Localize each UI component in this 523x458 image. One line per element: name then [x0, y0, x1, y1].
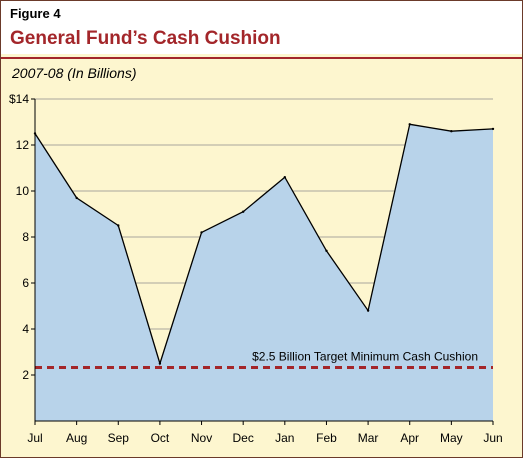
- y-tick-labels: 2 4 6 8 10 12 $14: [9, 92, 35, 382]
- data-point-jun: [491, 127, 495, 131]
- x-tick-label-nov: Nov: [191, 431, 212, 445]
- x-tick-label-dec: Dec: [233, 431, 254, 445]
- data-point-may: [450, 130, 453, 133]
- figure-subtitle: 2007-08 (In Billions): [12, 65, 137, 81]
- x-tick-labels: Jul Aug Sep Oct Nov Dec Jan Feb Mar Apr May Jun: [27, 421, 503, 445]
- x-tick-label-may: May: [440, 431, 463, 445]
- data-point-sep: [117, 224, 120, 227]
- y-tick-label: 8: [22, 230, 29, 244]
- cash-cushion-line: [34, 123, 494, 366]
- figure-header: Figure 4 General Fund’s Cash Cushion: [1, 1, 522, 54]
- y-tick-label: 10: [16, 184, 30, 198]
- figure-title: General Fund’s Cash Cushion: [10, 28, 281, 49]
- x-tick-label-sep: Sep: [108, 431, 130, 445]
- data-point-oct: [158, 362, 162, 365]
- y-tick-label: 2: [22, 368, 29, 382]
- x-tick-label-jan: Jan: [275, 431, 294, 445]
- data-point-nov: [200, 231, 203, 234]
- x-tick-label-jun: Jun: [483, 431, 502, 445]
- target-threshold-label: $2.5 Billion Target Minimum Cash Cushion: [252, 350, 478, 364]
- y-tick-label: 6: [22, 276, 29, 290]
- y-tick-label: 4: [22, 322, 29, 336]
- cash-cushion-area: [35, 124, 493, 422]
- x-tick-label-mar: Mar: [358, 431, 379, 445]
- y-tick-label: 12: [16, 138, 30, 152]
- data-point-apr: [408, 123, 411, 126]
- x-tick-label-feb: Feb: [316, 431, 337, 445]
- data-point-mar: [366, 309, 370, 312]
- figure-label: Figure 4: [10, 6, 61, 21]
- y-tick-label: $14: [9, 92, 29, 106]
- data-point-dec: [241, 210, 245, 213]
- title-rule: [1, 57, 522, 59]
- x-tick-label-apr: Apr: [400, 431, 419, 445]
- x-tick-label-oct: Oct: [151, 431, 170, 445]
- x-tick-label-aug: Aug: [66, 431, 87, 445]
- data-point-feb: [325, 249, 328, 252]
- data-point-aug: [75, 196, 78, 200]
- data-points: [33, 123, 495, 365]
- x-tick-label-jul: Jul: [27, 431, 42, 445]
- data-point-jan: [283, 176, 287, 179]
